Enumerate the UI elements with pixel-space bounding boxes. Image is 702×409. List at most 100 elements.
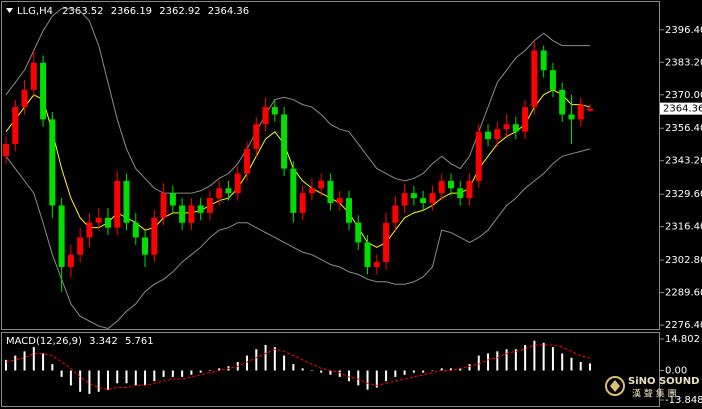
macd-bar <box>505 349 508 371</box>
candle-body <box>49 119 56 206</box>
candle-body <box>290 168 297 213</box>
signal-line <box>5 344 591 391</box>
candle-body <box>577 104 584 120</box>
logo-mark <box>610 380 620 392</box>
macd-bar <box>273 347 276 371</box>
candle-body <box>30 62 37 90</box>
candle-body <box>438 180 445 194</box>
candle-body <box>271 107 278 115</box>
macd-bar <box>218 368 221 371</box>
candle-body <box>466 180 473 199</box>
macd-bar <box>394 370 397 377</box>
candle-body <box>86 222 93 238</box>
candle-body <box>123 180 130 223</box>
high-value: 2366.19 <box>111 6 152 17</box>
macd-bar <box>422 370 425 373</box>
macd-bar <box>570 357 573 371</box>
candle-body <box>67 254 74 267</box>
macd-bar <box>116 370 119 384</box>
candle-body <box>262 107 269 125</box>
macd-bar <box>5 359 7 371</box>
candle-body <box>318 180 325 189</box>
candle-body <box>160 193 167 218</box>
brand: SiNO SOUND <box>628 376 699 387</box>
candle-body <box>383 222 390 263</box>
candle-body <box>21 89 28 108</box>
macd-bar <box>468 364 471 371</box>
macd-bar <box>533 340 536 371</box>
y-tick-label: 2370.00 <box>665 90 702 101</box>
macd-bar <box>134 370 137 386</box>
candle-body <box>216 188 223 199</box>
macd-bar <box>301 368 304 371</box>
candle-body <box>355 222 362 243</box>
candle-body <box>549 70 556 90</box>
macd-bar <box>551 347 554 371</box>
candle-body <box>281 114 288 169</box>
macd-bar <box>106 370 109 390</box>
y-tick-label: -13.848 <box>665 395 702 406</box>
candle-body <box>179 205 186 223</box>
candle-body <box>559 89 566 115</box>
signal-value: 5.761 <box>125 336 154 347</box>
macd-bar <box>477 355 480 371</box>
candle-body <box>206 198 213 213</box>
macd-bar <box>208 370 211 372</box>
candle-body <box>12 107 19 144</box>
macd-bar <box>23 351 26 371</box>
candle-body <box>299 193 306 213</box>
macd-bar <box>579 361 582 371</box>
candle-body <box>104 217 111 228</box>
macd-bar <box>144 370 147 386</box>
macd-bar <box>14 355 17 371</box>
main-header: LLG,H4 2363.52 2366.19 2362.92 2364.36 <box>17 6 249 17</box>
macd-bar <box>403 370 406 375</box>
macd-bar <box>42 353 45 371</box>
bollinger-band <box>5 148 591 330</box>
bollinger-band <box>5 8 591 194</box>
macd-value: 3.342 <box>89 336 118 347</box>
logo <box>605 376 625 396</box>
candle-body <box>475 131 482 181</box>
candle-body <box>327 180 334 204</box>
macd-bar <box>97 370 100 392</box>
macd-bar <box>162 370 165 377</box>
candle-body <box>308 188 315 194</box>
macd-bar <box>338 370 341 377</box>
candle-body <box>503 124 510 130</box>
candle-body <box>40 62 47 120</box>
macd-bar <box>79 370 82 392</box>
candle-body <box>151 217 158 255</box>
candle-body <box>457 188 464 199</box>
candle-body <box>568 114 575 120</box>
macd-bar <box>412 370 415 373</box>
candle-body <box>95 217 102 223</box>
macd-bar <box>347 370 350 382</box>
macd-bar <box>264 344 267 371</box>
y-tick-label: 2276.40 <box>665 320 702 331</box>
candle-body <box>587 108 594 111</box>
menu-arrow <box>6 8 13 13</box>
candle-body <box>410 193 417 199</box>
macd-bar <box>51 364 54 371</box>
candle-body <box>234 173 241 194</box>
candle-body <box>447 180 454 189</box>
y-tick-label: 2383.20 <box>665 57 702 68</box>
candle-body <box>114 180 121 228</box>
main-panel <box>1 1 660 330</box>
price-box <box>660 102 702 115</box>
macd-bar <box>524 344 527 371</box>
candle-body <box>401 193 408 206</box>
macd-bar <box>310 370 313 372</box>
y-tick-label: 14.802 <box>665 334 700 345</box>
candle-body <box>429 193 436 204</box>
macd-bar <box>171 370 174 377</box>
candle-body <box>58 205 65 267</box>
candle-body <box>244 148 251 174</box>
candle-body <box>197 205 204 213</box>
macd-bar <box>88 370 91 394</box>
macd-bar <box>32 347 35 371</box>
candle-body <box>142 237 149 255</box>
macd-bar <box>255 349 258 371</box>
